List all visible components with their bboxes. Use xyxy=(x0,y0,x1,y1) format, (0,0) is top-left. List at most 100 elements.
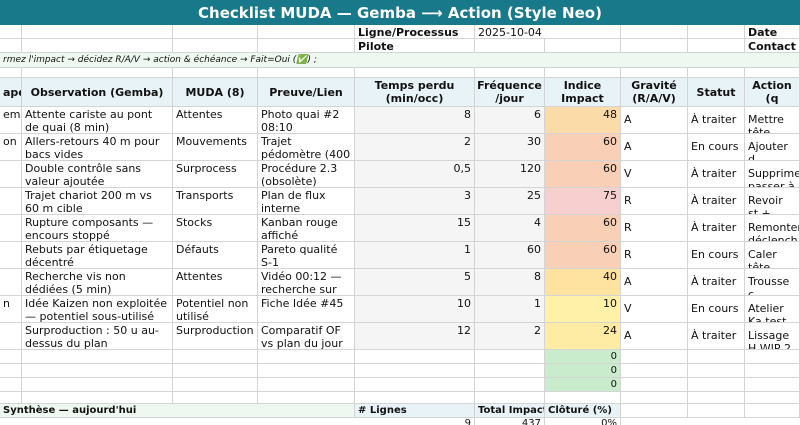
table-cell: 8 xyxy=(355,107,475,134)
grid-cell xyxy=(355,392,475,404)
table-cell: Défauts xyxy=(173,242,258,269)
table-cell: Rebuts par étiquetage décentré xyxy=(22,242,173,269)
table-cell: on xyxy=(0,134,22,161)
instruction: rmez l'impact → décidez R/A/V → action &… xyxy=(0,53,800,68)
column-header: Statut xyxy=(688,78,745,107)
summary-header: # Lignes xyxy=(355,404,475,418)
grid-cell xyxy=(475,350,545,364)
grid-cell xyxy=(258,39,355,53)
table-cell: Trajet chariot 200 m vs 60 m cible xyxy=(22,188,173,215)
column-header: ape xyxy=(0,78,22,107)
column-header: Temps perdu (min/occ) xyxy=(355,78,475,107)
table-cell: Supprime passer à xyxy=(745,161,800,188)
table-cell: 120 xyxy=(475,161,545,188)
grid-cell xyxy=(475,68,545,78)
summary-label: Synthèse — aujourd'hui xyxy=(0,404,355,418)
table-cell xyxy=(0,215,22,242)
table-cell: 12 xyxy=(355,323,475,350)
table-cell: 48 xyxy=(545,107,621,134)
table-cell: Trousse c repérage xyxy=(745,269,800,296)
table-cell: 2 xyxy=(355,134,475,161)
table-cell: n xyxy=(0,296,22,323)
grid-cell xyxy=(475,392,545,404)
table-cell: Caler tête gabarit p xyxy=(745,242,800,269)
table-cell: 6 xyxy=(475,107,545,134)
table-cell: Pareto qualité S-1 xyxy=(258,242,355,269)
table-cell: Ajouter d repositio xyxy=(745,134,800,161)
table-cell: eme xyxy=(0,107,22,134)
table-cell: Photo quai #2 08:10 xyxy=(258,107,355,134)
table-cell: À traiter xyxy=(688,161,745,188)
table-cell: 60 xyxy=(475,242,545,269)
column-header: Preuve/Lien xyxy=(258,78,355,107)
table-cell: V xyxy=(621,296,688,323)
table-cell: À traiter xyxy=(688,215,745,242)
grid-cell xyxy=(173,25,258,39)
table-cell: 60 xyxy=(545,134,621,161)
grid-cell xyxy=(173,364,258,378)
grid-cell xyxy=(621,364,688,378)
table-cell: Recherche vis non dédiées (5 min) xyxy=(22,269,173,296)
summary-value: 437 xyxy=(475,418,545,425)
impact-cell: 0 xyxy=(545,364,621,378)
grid-cell xyxy=(258,392,355,404)
table-cell: 60 xyxy=(545,215,621,242)
table-cell: À traiter xyxy=(688,107,745,134)
grid-cell xyxy=(355,364,475,378)
table-cell: À traiter xyxy=(688,188,745,215)
grid-cell xyxy=(621,404,688,418)
table-cell: Surprocess xyxy=(173,161,258,188)
grid-cell xyxy=(258,378,355,392)
table-cell: Mettre tête quai + pla xyxy=(745,107,800,134)
table-cell: À traiter xyxy=(688,323,745,350)
table-cell xyxy=(0,188,22,215)
summary-header: Total Impact xyxy=(475,404,545,418)
title-bar: Checklist MUDA — Gemba ⟶ Action (Style N… xyxy=(0,0,800,25)
table-cell: Transports xyxy=(173,188,258,215)
grid-cell xyxy=(258,68,355,78)
table-cell: 75 xyxy=(545,188,621,215)
grid-cell xyxy=(688,364,745,378)
info-label: Pilote Amélioration xyxy=(355,39,475,53)
grid-cell xyxy=(258,350,355,364)
summary-value: 0% xyxy=(545,418,621,425)
grid-cell xyxy=(22,25,173,39)
table-cell: 2 xyxy=(475,323,545,350)
grid-cell xyxy=(475,39,545,53)
grid-cell xyxy=(173,350,258,364)
grid-cell xyxy=(688,39,745,53)
grid-cell xyxy=(173,39,258,53)
table-cell: 24 xyxy=(545,323,621,350)
impact-cell: 0 xyxy=(545,350,621,364)
grid-cell xyxy=(0,392,22,404)
grid-cell xyxy=(745,364,800,378)
table-cell: V xyxy=(621,161,688,188)
table-cell xyxy=(0,242,22,269)
table-cell: 5 xyxy=(355,269,475,296)
column-header: Gravité (R/A/V) xyxy=(621,78,688,107)
table-cell: 25 xyxy=(475,188,545,215)
table-cell: 15 xyxy=(355,215,475,242)
grid-cell xyxy=(258,364,355,378)
info-value: 2025-10-04 xyxy=(475,25,621,39)
table-cell: Lissage H WIP 2 ba xyxy=(745,323,800,350)
grid-cell xyxy=(688,25,745,39)
table-cell: 60 xyxy=(545,161,621,188)
table-cell: 1 xyxy=(355,242,475,269)
table-cell: 60 xyxy=(545,242,621,269)
table-cell: À traiter xyxy=(688,269,745,296)
table-cell: Allers-retours 40 m pour bacs vides xyxy=(22,134,173,161)
grid-cell xyxy=(173,378,258,392)
summary-header: Clôturé (%) xyxy=(545,404,621,418)
table-cell xyxy=(0,269,22,296)
table-cell: 40 xyxy=(545,269,621,296)
column-header: MUDA (8) xyxy=(173,78,258,107)
table-cell: Idée Kaizen non exploitée — potentiel so… xyxy=(22,296,173,323)
table-cell: Fiche Idée #45 xyxy=(258,296,355,323)
grid-cell xyxy=(745,378,800,392)
grid-cell xyxy=(475,378,545,392)
grid-cell xyxy=(621,350,688,364)
table-cell xyxy=(0,323,22,350)
table-cell: Revoir st + marqua xyxy=(745,188,800,215)
